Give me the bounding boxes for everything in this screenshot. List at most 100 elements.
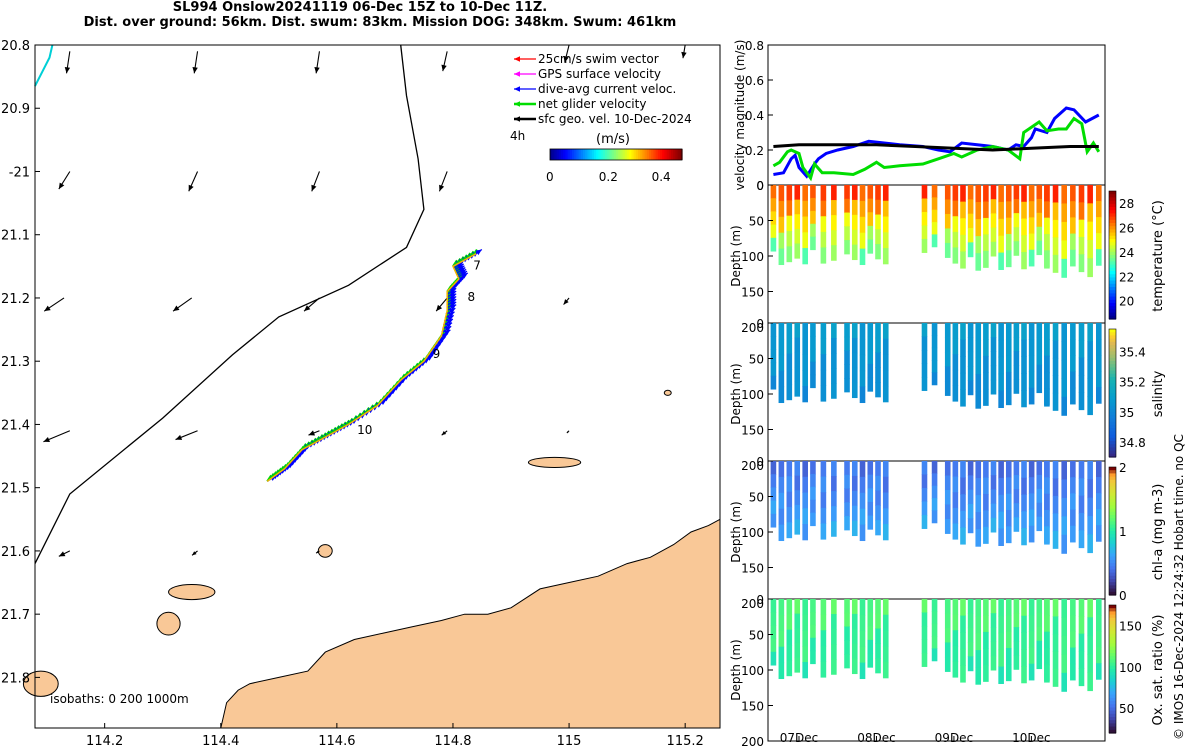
profile-segment [859, 476, 866, 494]
profile-segment [851, 628, 858, 645]
current-velocity-vector-head [447, 315, 454, 322]
profile-segment [786, 353, 793, 370]
profile-segment [794, 352, 801, 368]
profile-segment [1021, 390, 1027, 408]
profile-segment [1061, 203, 1067, 223]
colorbar-swatch [1109, 428, 1116, 432]
profile-segment [786, 369, 793, 385]
profile-segment [831, 644, 837, 660]
profile-segment [1044, 493, 1050, 511]
colorbar-swatch [657, 149, 661, 160]
profile-segment [786, 323, 793, 339]
profile-segment [770, 500, 777, 515]
x-tick-label: 115 [557, 734, 582, 749]
profile-segment [998, 494, 1004, 513]
profile-segment [810, 473, 816, 488]
profile-segment [967, 461, 974, 476]
profile-segment [931, 510, 938, 524]
profile-segment [844, 240, 850, 255]
current-velocity-vector-head [449, 299, 457, 305]
profile-segment [882, 646, 889, 663]
colorbar-swatch [561, 149, 564, 160]
colorbar-swatch [631, 149, 635, 160]
profile-segment [1013, 599, 1020, 614]
colorbar-swatch [607, 149, 610, 160]
profile-segment [1061, 654, 1067, 674]
profile-segment [1013, 613, 1020, 628]
geo-velocity-arrow-head [44, 305, 51, 312]
profile-segment [1087, 341, 1093, 361]
profile-segment [1036, 185, 1043, 200]
profile-segment [960, 323, 966, 341]
profile-segment [960, 599, 966, 617]
y-tick-label: 21.7 [1, 608, 30, 623]
profile-segment [1044, 355, 1050, 373]
profile-segment [802, 338, 808, 356]
profile-segment [831, 461, 837, 477]
colorbar-swatch [574, 149, 577, 160]
profile-segment [975, 616, 982, 634]
profile-segment [770, 612, 777, 626]
colorbar-swatch [1109, 550, 1116, 554]
colorbar-swatch [624, 149, 628, 160]
profile-segment [882, 461, 889, 478]
profile-segment [967, 489, 974, 505]
colorbar-swatch [671, 149, 674, 160]
colorbar-swatch [1109, 315, 1116, 320]
profile-segment [983, 388, 989, 406]
profile-segment [875, 599, 881, 615]
profile-segment [794, 628, 801, 644]
profile-segment [831, 353, 837, 369]
current-velocity-vector-head [445, 322, 453, 329]
profile-segment [1021, 666, 1027, 684]
y-tick-label: 150 [741, 562, 764, 576]
colorbar-swatch [1109, 386, 1116, 391]
profile-segment [1052, 375, 1059, 394]
colorbar-swatch [1109, 412, 1116, 416]
profile-segment [770, 625, 777, 640]
profile-segment [952, 476, 959, 493]
colorbar-tick-label: 150 [1119, 620, 1142, 634]
colorbar-swatch [583, 149, 586, 160]
colorbar-swatch [1109, 248, 1116, 253]
y-tick-label: 0 [756, 179, 764, 193]
profile-segment [882, 630, 889, 647]
current-velocity-vector-head [449, 296, 457, 303]
profile-segment [1087, 396, 1093, 416]
profile-segment [952, 645, 959, 662]
profile-segment [770, 323, 777, 337]
profile-segment [1028, 233, 1035, 251]
profile-segment [1078, 202, 1085, 221]
colorbar-swatch [1109, 255, 1116, 259]
colorbar-tick-label: 0 [1119, 589, 1127, 603]
colorbar-swatch [1109, 649, 1116, 654]
profile-segment [820, 661, 827, 678]
imos-watermark: © IMOS 16-Dec-2024 12:24:32 Hobart time.… [1172, 434, 1186, 740]
colorbar-swatch [1109, 527, 1116, 532]
colorbar-swatch [1109, 290, 1116, 294]
profile-segment [1078, 633, 1085, 652]
geo-velocity-arrow-head [175, 434, 183, 440]
profile-segment [1013, 517, 1020, 532]
profile-segment [1096, 249, 1102, 266]
profile-segment [960, 665, 966, 683]
profile-segment [1044, 477, 1050, 495]
x-tick-label: 114.8 [434, 734, 471, 749]
colorbar-swatch [554, 149, 558, 160]
colorbar-swatch [1109, 637, 1116, 641]
colorbar-tick-label: 35 [1119, 406, 1134, 420]
colorbar-swatch [1109, 672, 1116, 676]
profile-segment [770, 198, 777, 212]
geo-velocity-arrow-head [43, 436, 51, 442]
profile-segment [786, 200, 793, 217]
profile-segment [1044, 599, 1050, 616]
profile-segment [983, 234, 989, 252]
geo-velocity-arrow-head [188, 184, 194, 192]
geo-velocity-arrow-head [563, 56, 569, 63]
colorbar-swatch [1109, 630, 1116, 635]
profile-segment [810, 223, 816, 238]
y-tick-label: 150 [741, 286, 764, 300]
profile-segment [998, 390, 1004, 408]
profile-segment [1021, 201, 1027, 220]
colorbar-swatch [600, 149, 604, 160]
